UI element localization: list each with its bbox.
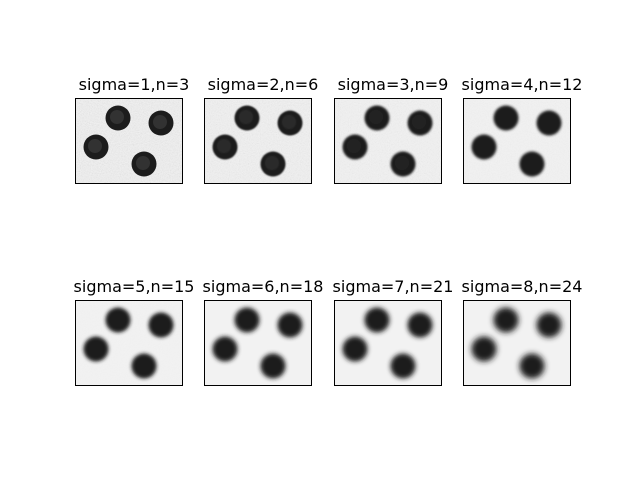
panel-title: sigma=2,n=6 xyxy=(207,75,319,94)
coin-detail xyxy=(395,156,409,170)
coins-image xyxy=(464,99,570,183)
coins-group xyxy=(83,105,174,177)
coin xyxy=(212,336,238,362)
coin xyxy=(131,353,157,379)
coin-detail xyxy=(110,110,124,124)
coin xyxy=(277,312,303,338)
coin-detail xyxy=(88,139,102,153)
coin xyxy=(519,151,545,177)
coin xyxy=(471,134,497,160)
coins-group xyxy=(342,307,433,379)
coins-image xyxy=(205,301,311,385)
coin xyxy=(519,353,545,379)
coins-group xyxy=(342,105,433,177)
coin xyxy=(471,336,497,362)
image-panel xyxy=(75,300,183,386)
coin-detail xyxy=(369,110,383,124)
coin-detail xyxy=(265,156,279,170)
coin xyxy=(364,307,390,333)
coin-detail xyxy=(412,115,426,129)
coins-image xyxy=(464,301,570,385)
image-panel xyxy=(204,98,312,184)
image-panel xyxy=(463,300,571,386)
panel-title: sigma=7,n=21 xyxy=(332,277,454,296)
image-panel xyxy=(334,98,442,184)
coin xyxy=(390,353,416,379)
image-panel xyxy=(204,300,312,386)
coin xyxy=(260,353,286,379)
coins-group xyxy=(83,307,174,379)
coin-detail xyxy=(217,139,231,153)
coin xyxy=(493,105,519,131)
coin-detail xyxy=(282,115,296,129)
coins-group xyxy=(471,307,562,379)
coin xyxy=(83,336,109,362)
coins-group xyxy=(212,105,303,177)
coin xyxy=(105,307,131,333)
coins-image xyxy=(205,99,311,183)
image-panel xyxy=(75,98,183,184)
panel-title: sigma=3,n=9 xyxy=(337,75,449,94)
panel-title: sigma=8,n=24 xyxy=(461,277,583,296)
coin-detail xyxy=(239,110,253,124)
coin xyxy=(342,336,368,362)
coin-detail xyxy=(136,156,150,170)
panel-title: sigma=5,n=15 xyxy=(73,277,195,296)
coins-image xyxy=(76,99,182,183)
coin xyxy=(536,110,562,136)
coin xyxy=(234,307,260,333)
coin-detail xyxy=(153,115,167,129)
panel-title: sigma=4,n=12 xyxy=(461,75,583,94)
image-panel xyxy=(334,300,442,386)
coin-detail xyxy=(347,139,361,153)
coins-group xyxy=(471,105,562,177)
coin xyxy=(493,307,519,333)
coin xyxy=(407,312,433,338)
panel-title: sigma=6,n=18 xyxy=(202,277,324,296)
coin xyxy=(148,312,174,338)
panel-title: sigma=1,n=3 xyxy=(78,75,190,94)
coins-image xyxy=(76,301,182,385)
coins-image xyxy=(335,301,441,385)
image-panel xyxy=(463,98,571,184)
coins-group xyxy=(212,307,303,379)
coin xyxy=(536,312,562,338)
coins-image xyxy=(335,99,441,183)
